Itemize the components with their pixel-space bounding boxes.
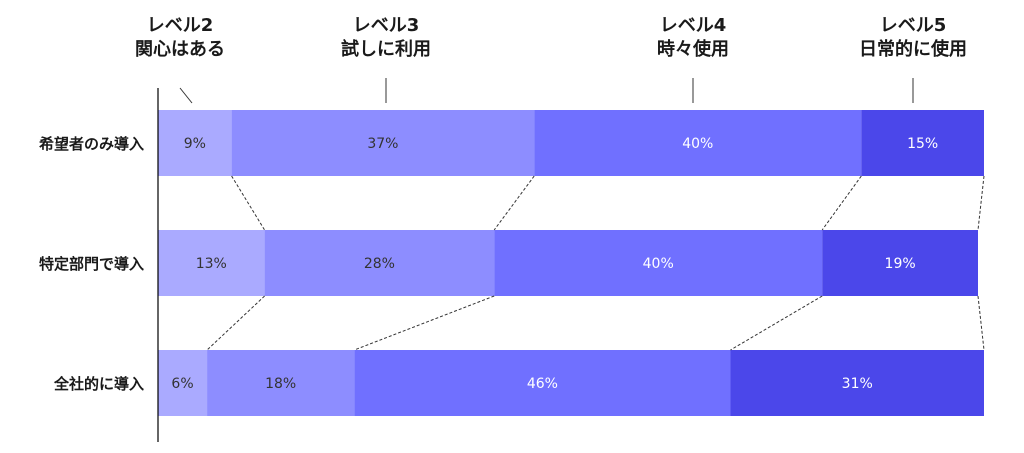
bar-segment	[207, 350, 355, 416]
connector-line	[354, 295, 495, 351]
bar-segment	[354, 350, 731, 416]
category-label: 全社的に導入	[53, 375, 144, 393]
data-label: 46%	[527, 376, 558, 392]
category-label: 特定部門で導入	[39, 255, 144, 273]
category-label: 希望者のみ導入	[39, 135, 144, 153]
connector-line	[493, 175, 535, 231]
legend-label: レベル4 時々使用	[657, 15, 729, 60]
connector-line	[821, 175, 862, 231]
data-label: 6%	[171, 376, 193, 392]
data-label: 40%	[643, 256, 674, 272]
connector-line	[977, 295, 985, 351]
data-label: 9%	[184, 136, 206, 152]
data-label: 37%	[367, 136, 398, 152]
legend-label: レベル5 日常的に使用	[859, 15, 967, 60]
bar-segment	[158, 110, 232, 176]
legend-label: レベル3 試しに利用	[341, 15, 431, 60]
bar-segment	[158, 230, 265, 296]
data-label: 19%	[885, 256, 916, 272]
connector-line	[206, 295, 265, 351]
connector-line	[730, 295, 823, 351]
legend-label: レベル2 関心はある	[135, 15, 225, 60]
bar-segment	[861, 110, 984, 176]
data-label: 28%	[364, 256, 395, 272]
connector-line	[231, 175, 266, 231]
bar-segment	[264, 230, 495, 296]
data-label: 18%	[265, 376, 296, 392]
data-label: 15%	[907, 136, 938, 152]
data-label: 13%	[196, 256, 227, 272]
bar-segment	[494, 230, 823, 296]
bar-segment	[231, 110, 535, 176]
bar-segment	[534, 110, 862, 176]
data-label: 31%	[842, 376, 873, 392]
legend-leader-line	[179, 87, 193, 104]
bar-segment	[822, 230, 978, 296]
bar-segment	[730, 350, 984, 416]
connector-line	[977, 175, 985, 231]
bar-segment	[158, 350, 208, 416]
data-label: 40%	[682, 136, 713, 152]
